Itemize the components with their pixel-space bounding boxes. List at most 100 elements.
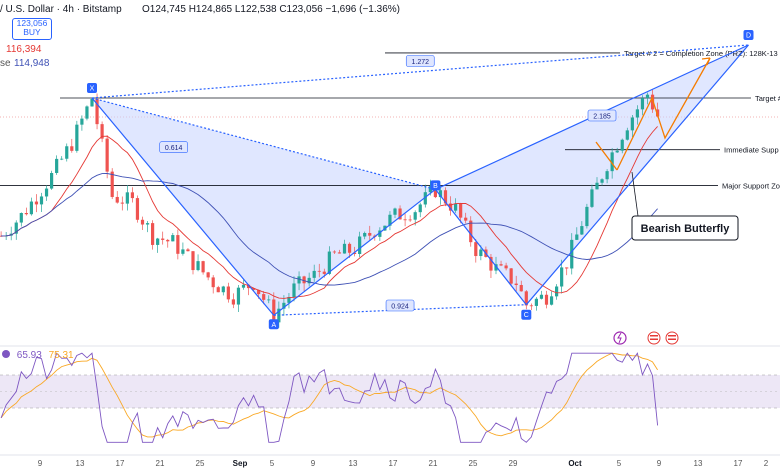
candle-body bbox=[287, 296, 291, 303]
projection-path bbox=[616, 57, 711, 171]
candle-body bbox=[590, 189, 594, 207]
candle-body bbox=[342, 243, 347, 254]
pattern-edge-ab bbox=[273, 188, 436, 316]
candle-body bbox=[438, 190, 443, 198]
level-label-1: Target # bbox=[755, 94, 780, 103]
candle-body bbox=[206, 272, 210, 278]
candle-body bbox=[125, 192, 129, 204]
pattern-edge-cd bbox=[525, 44, 749, 306]
rsi-ma-line bbox=[0, 352, 658, 438]
candle-body bbox=[282, 302, 286, 309]
candle-body bbox=[595, 182, 599, 190]
x-tick-label: Oct bbox=[568, 459, 582, 468]
candle-body bbox=[620, 139, 624, 151]
candle-body bbox=[378, 230, 382, 237]
candle-body bbox=[332, 251, 336, 253]
candle-body bbox=[504, 265, 508, 269]
candle-body bbox=[65, 146, 69, 159]
candle-body bbox=[34, 201, 39, 205]
candle-body bbox=[615, 150, 619, 153]
pattern-xab-fill bbox=[92, 98, 436, 316]
flag-stripe bbox=[668, 335, 676, 337]
candle-body bbox=[257, 289, 261, 295]
candle-body bbox=[105, 138, 109, 172]
candle-body bbox=[110, 171, 114, 197]
candle-body bbox=[171, 235, 175, 242]
x-tick-label: 5 bbox=[617, 459, 622, 468]
ohlc-readout: O124,745 H124,865 L122,538 C123,056 −1,6… bbox=[142, 4, 400, 15]
candle-body bbox=[252, 288, 256, 290]
projection-arrow-icon bbox=[701, 57, 711, 66]
candle-body bbox=[560, 267, 564, 287]
x-tick-label: 9 bbox=[657, 459, 662, 468]
candle-body bbox=[312, 270, 316, 278]
candle-body bbox=[135, 198, 140, 220]
rsi-legend: 65.93 75.31 bbox=[0, 350, 74, 361]
candle-body bbox=[656, 109, 660, 117]
x-tick-label: 17 bbox=[116, 459, 125, 468]
candle-body bbox=[337, 252, 342, 254]
candle-body bbox=[95, 98, 99, 125]
rsi-value: 65.93 bbox=[16, 350, 42, 361]
candle-body bbox=[575, 234, 579, 240]
candle-body bbox=[353, 252, 357, 255]
candle-body bbox=[322, 271, 326, 274]
candle-body bbox=[50, 172, 54, 189]
candle-body bbox=[55, 158, 59, 173]
candle-body bbox=[509, 268, 513, 284]
pattern-point-label-C: C bbox=[524, 312, 529, 319]
candle-body bbox=[368, 232, 372, 236]
ratio-box bbox=[385, 299, 415, 312]
candle-body bbox=[650, 94, 655, 110]
candle-body bbox=[443, 190, 448, 204]
flag-stripe bbox=[650, 338, 658, 340]
ma1-value: 116,394 bbox=[6, 44, 42, 55]
pattern-edge-xa bbox=[91, 97, 275, 316]
candle-body bbox=[60, 158, 64, 160]
ratio-box bbox=[405, 55, 435, 67]
candle-body bbox=[524, 291, 528, 306]
candle-body bbox=[85, 106, 89, 119]
buy-label: BUY bbox=[23, 27, 41, 37]
candle-body bbox=[29, 201, 33, 215]
candle-body bbox=[302, 276, 306, 284]
candle-body bbox=[166, 239, 170, 242]
candle-body bbox=[307, 277, 311, 284]
x-tick-label: 17 bbox=[389, 459, 398, 468]
ma-red-line bbox=[1, 126, 658, 299]
candle-body bbox=[534, 298, 538, 306]
candle-body bbox=[519, 285, 523, 292]
ratio-box bbox=[159, 141, 188, 154]
candle-body bbox=[544, 294, 549, 305]
candle-body bbox=[549, 296, 554, 305]
candle-body bbox=[297, 276, 301, 284]
candle-body bbox=[454, 203, 458, 211]
candle-body bbox=[499, 264, 503, 266]
candle-body bbox=[625, 130, 629, 140]
candle-body bbox=[464, 217, 468, 221]
candle-body bbox=[100, 124, 104, 139]
pattern-diag-xb bbox=[91, 97, 436, 191]
candle-body bbox=[433, 186, 437, 198]
candle-body bbox=[565, 267, 569, 269]
candle-body bbox=[358, 236, 362, 255]
buy-button[interactable]: 123,056 BUY bbox=[12, 18, 52, 40]
candle-body bbox=[393, 208, 397, 215]
candle-body bbox=[90, 98, 94, 107]
candle-body bbox=[514, 283, 518, 286]
pattern-diag-xd bbox=[91, 44, 749, 99]
candle-body bbox=[645, 94, 650, 99]
level-label-3: Major Support Zo bbox=[722, 181, 780, 190]
rsi-dot-icon bbox=[2, 350, 10, 358]
x-tick-label: 25 bbox=[469, 459, 478, 468]
ratio-label: 0.924 bbox=[391, 304, 409, 311]
candle-body bbox=[459, 203, 463, 218]
candle-body bbox=[403, 219, 407, 221]
pattern-point-label-B: B bbox=[433, 183, 438, 190]
candle-body bbox=[19, 213, 23, 223]
us-flag-icon-0 bbox=[647, 331, 661, 345]
candle-body bbox=[413, 212, 417, 220]
candle-body bbox=[388, 214, 392, 226]
